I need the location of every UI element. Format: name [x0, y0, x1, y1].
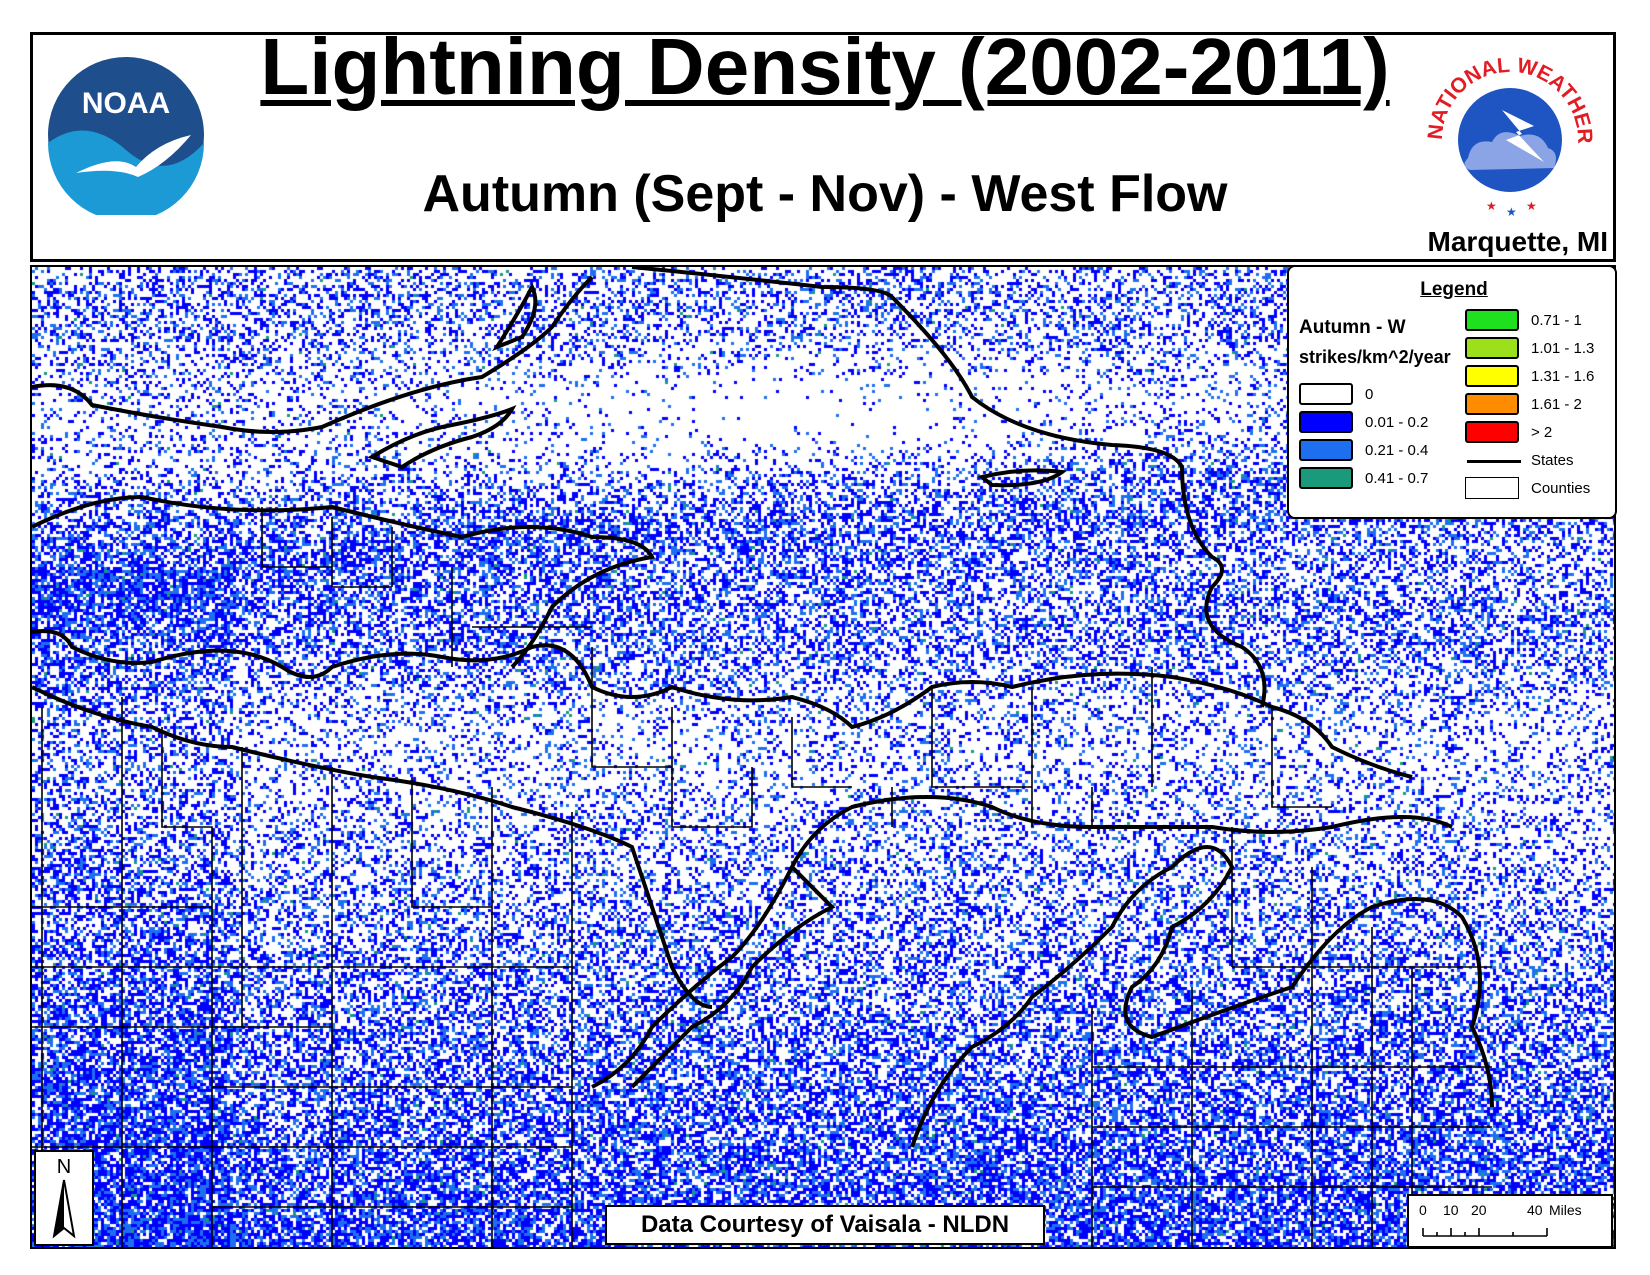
legend-class-label: 0.21 - 0.4	[1365, 442, 1429, 459]
office-label: Marquette, MI	[1427, 226, 1608, 257]
legend-swatch	[1299, 439, 1353, 461]
legend-swatch	[1465, 421, 1519, 443]
legend-line-label: Counties	[1531, 480, 1591, 497]
legend-class-label: 0.41 - 0.7	[1365, 470, 1429, 487]
legend-swatch	[1299, 411, 1353, 433]
state-boundary-line	[32, 685, 1494, 1148]
legend-title: Legend	[1420, 279, 1488, 300]
map-title: Lightning Density (2002-2011)	[260, 22, 1390, 111]
legend-swatch	[1465, 365, 1519, 387]
legend-line-symbol	[1467, 460, 1521, 463]
scale-unit-label: Miles	[1549, 1202, 1582, 1218]
legend-swatch	[1299, 467, 1353, 489]
legend-class-label: 1.01 - 1.3	[1531, 340, 1595, 357]
legend-layer-name: Autumn - W	[1299, 317, 1406, 338]
legend-line-label: States	[1531, 452, 1574, 469]
noaa-logo-text: NOAA	[82, 87, 170, 120]
noaa-logo: NOAA	[48, 57, 204, 215]
legend-swatch	[1299, 383, 1353, 405]
legend-swatch	[1465, 309, 1519, 331]
legend-swatch	[1465, 393, 1519, 415]
legend-class-label: 1.61 - 2	[1531, 396, 1582, 413]
scale-bar: 0 10 20 40 Miles	[1407, 1194, 1613, 1248]
scale-tick-label: 10	[1443, 1202, 1459, 1218]
svg-text:★: ★	[1506, 205, 1517, 219]
scale-tick-label: 20	[1471, 1202, 1487, 1218]
legend-swatch	[1465, 337, 1519, 359]
county-boundary-lines	[32, 507, 1492, 1247]
scale-bar-ruler	[1422, 1228, 1548, 1237]
scale-tick-label: 0	[1419, 1202, 1427, 1218]
legend-box-symbol	[1465, 477, 1519, 499]
north-arrow-letter: N	[56, 1156, 72, 1178]
svg-text:★: ★	[1486, 199, 1497, 213]
island-outline	[367, 282, 1068, 488]
legend-class-label: 0	[1365, 386, 1374, 403]
scale-tick-label: 40	[1527, 1202, 1543, 1218]
legend-units: strikes/km^2/year	[1299, 347, 1451, 367]
data-credit: Data Courtesy of Vaisala - NLDN	[605, 1205, 1045, 1245]
nws-logo: NATIONAL WEATHER SERVICE ★ ★ ★	[1420, 40, 1596, 219]
legend-class-label: 0.71 - 1	[1531, 312, 1582, 329]
boundaries-overlay	[32, 267, 1494, 1247]
map-subtitle: Autumn (Sept - Nov) - West Flow	[422, 165, 1228, 223]
north-arrow: N	[34, 1150, 94, 1246]
north-arrow-icon	[52, 1179, 76, 1239]
legend-class-label: > 2	[1531, 424, 1553, 441]
legend-class-label: 0.01 - 0.2	[1365, 414, 1429, 431]
map-legend: Legend Autumn - W strikes/km^2/year 0 0.0…	[1287, 265, 1617, 519]
state-boundary-line	[32, 267, 1413, 779]
header-panel	[30, 32, 1616, 262]
svg-text:★: ★	[1526, 199, 1537, 213]
legend-class-label: 1.31 - 1.6	[1531, 368, 1595, 385]
